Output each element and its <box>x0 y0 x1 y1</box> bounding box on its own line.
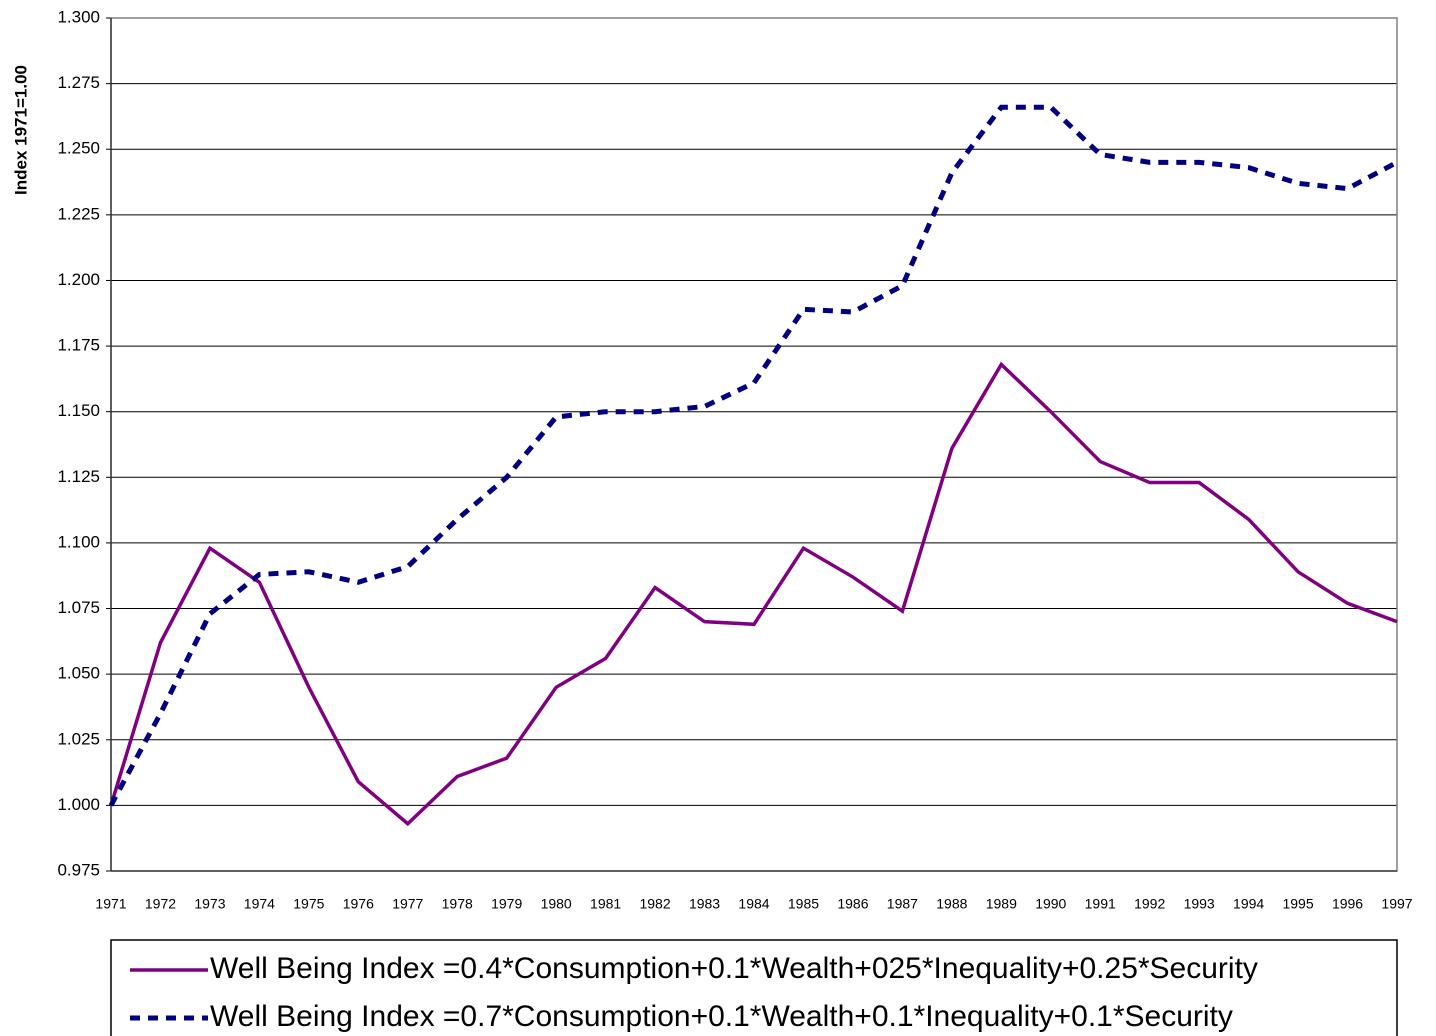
legend-label: Well Being Index =0.7*Consumption+0.1*We… <box>210 1000 1233 1033</box>
plot-frame <box>110 17 1398 872</box>
y-tick-label: 1.125 <box>57 467 100 486</box>
x-tick-label: 1994 <box>1233 896 1264 912</box>
x-tick-label: 1982 <box>639 896 670 912</box>
x-tick-label: 1979 <box>491 896 522 912</box>
legend-box <box>110 939 1398 1036</box>
x-tick-label: 1989 <box>986 896 1017 912</box>
x-tick-label: 1986 <box>837 896 868 912</box>
line-series <box>108 104 1399 807</box>
x-tick-label: 1973 <box>194 896 225 912</box>
y-tick-label: 1.000 <box>57 795 100 814</box>
x-tick-label: 1997 <box>1381 896 1412 912</box>
y-tick-label: 0.975 <box>57 860 100 879</box>
y-tick-label: 1.225 <box>57 204 100 223</box>
y-tick-label: 1.175 <box>57 336 100 355</box>
x-tick-label: 1974 <box>244 896 275 912</box>
x-tick-label: 1978 <box>442 896 473 912</box>
x-tick-label: 1977 <box>392 896 423 912</box>
x-tick-label: 1996 <box>1332 896 1363 912</box>
y-tick-label: 1.150 <box>57 401 100 420</box>
y-tick-label: 1.025 <box>57 729 100 748</box>
x-tick-label: 1985 <box>788 896 819 912</box>
x-tick-label: 1976 <box>343 896 374 912</box>
x-tick-label: 1995 <box>1282 896 1313 912</box>
legend-label: Well Being Index =0.4*Consumption+0.1*We… <box>210 952 1258 985</box>
x-tick-label: 1980 <box>541 896 572 912</box>
y-tick-label: 1.250 <box>57 139 100 158</box>
x-tick-label: 1971 <box>95 896 126 912</box>
x-tick-label: 1987 <box>887 896 918 912</box>
x-tick-label: 1981 <box>590 896 621 912</box>
x-tick-label: 1988 <box>936 896 967 912</box>
y-tick-label: 1.100 <box>57 532 100 551</box>
x-tick-label: 1990 <box>1035 896 1066 912</box>
x-tick-label: 1992 <box>1134 896 1165 912</box>
y-tick-label: 1.050 <box>57 664 100 683</box>
x-tick-label: 1984 <box>738 896 769 912</box>
x-tick-label: 1991 <box>1085 896 1116 912</box>
x-tick-label: 1993 <box>1184 896 1215 912</box>
x-tick-label: 1975 <box>293 896 324 912</box>
x-tick-label: 1972 <box>145 896 176 912</box>
line-series <box>109 361 1398 827</box>
x-tick-label: 1983 <box>689 896 720 912</box>
y-tick-label: 1.275 <box>57 73 100 92</box>
y-axis-label: Index 1971=1.00 <box>11 65 30 195</box>
y-tick-label: 1.075 <box>57 598 100 617</box>
y-tick-label: 1.200 <box>57 270 100 289</box>
y-tick-label: 1.300 <box>57 7 100 26</box>
